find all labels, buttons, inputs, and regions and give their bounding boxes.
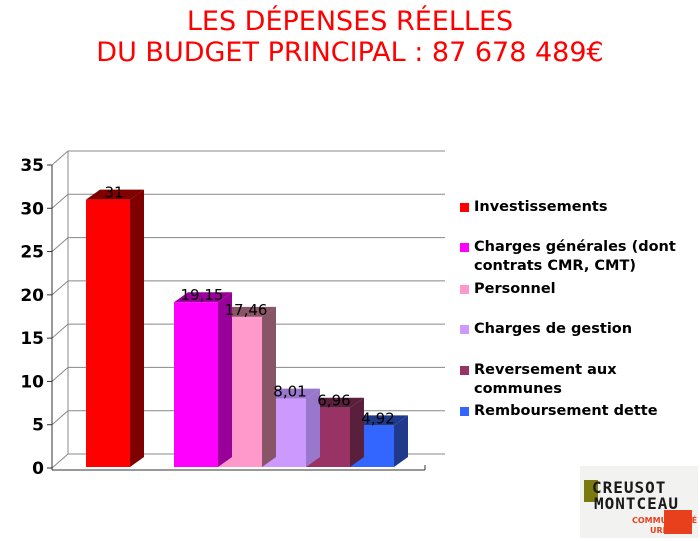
legend-swatch xyxy=(460,325,469,334)
bar-side xyxy=(130,189,144,467)
legend-label: Reversement aux communes xyxy=(474,362,617,397)
bar xyxy=(86,199,130,467)
legend-label: Charges générales (dont contrats CMR, CM… xyxy=(474,239,676,274)
y-tick-label: 15 xyxy=(20,329,44,349)
legend-label: Remboursement dette xyxy=(474,403,658,419)
gridline-diagonal xyxy=(51,453,69,469)
gridline-diagonal xyxy=(51,410,69,426)
bar-top xyxy=(174,292,232,303)
legend-swatch xyxy=(460,243,469,252)
gridline-diagonal xyxy=(51,323,69,339)
y-tick-label: 20 xyxy=(20,286,44,306)
legend-label: Personnel xyxy=(474,281,556,297)
bar-side xyxy=(262,306,276,467)
legend-swatch xyxy=(460,407,469,416)
data-label: 4,92 xyxy=(361,409,394,427)
data-label: 6,96 xyxy=(317,392,350,410)
bar-top xyxy=(262,388,320,399)
bar-side xyxy=(394,415,408,467)
legend-swatch xyxy=(460,203,469,212)
creusot-montceau-logo: CREUSOT MONTCEAU COMMUNAUTÉ URBAINE xyxy=(580,466,698,538)
legend-label: Investissements xyxy=(474,199,608,215)
chart-title: LES DÉPENSES RÉELLES DU BUDGET PRINCIPAL… xyxy=(0,6,700,68)
gridline-diagonal xyxy=(51,150,69,166)
bar-side xyxy=(350,397,364,467)
bar-top xyxy=(218,306,276,317)
logo-text: COMMUNAUTÉ xyxy=(632,516,698,525)
logo-text: MONTCEAU xyxy=(594,494,680,513)
bar-side xyxy=(306,388,320,467)
title-line-1: LES DÉPENSES RÉELLES xyxy=(186,6,514,37)
data-label: 8,01 xyxy=(273,383,306,401)
y-tick-label: 35 xyxy=(20,156,44,176)
y-tick-label: 10 xyxy=(20,372,44,392)
data-label: 17,46 xyxy=(225,301,268,319)
legend-swatch xyxy=(460,366,469,375)
logo-block-icon xyxy=(664,510,692,534)
bar-top xyxy=(350,415,408,426)
gridline-diagonal xyxy=(51,367,69,382)
legend-swatch xyxy=(460,285,469,294)
bar xyxy=(174,302,218,467)
bar-side xyxy=(218,292,232,467)
gridline-diagonal xyxy=(51,193,69,209)
logo-block-icon xyxy=(584,480,598,502)
gridline-diagonal xyxy=(51,280,69,296)
data-label: 31 xyxy=(104,184,123,202)
y-tick-label: 5 xyxy=(32,416,44,436)
logo-text: URBAINE xyxy=(650,526,691,535)
bar-top xyxy=(306,397,364,408)
gridline-diagonal xyxy=(51,237,69,252)
logo-text: CREUSOT xyxy=(592,478,667,497)
legend-label: Charges de gestion xyxy=(474,321,633,337)
y-tick-label: 0 xyxy=(32,459,44,479)
data-label: 19,15 xyxy=(181,286,224,304)
bar-top xyxy=(86,189,144,200)
y-tick-label: 30 xyxy=(20,199,44,219)
y-tick-label: 25 xyxy=(20,243,44,263)
title-line-2: DU BUDGET PRINCIPAL : 87 678 489€ xyxy=(96,37,604,68)
